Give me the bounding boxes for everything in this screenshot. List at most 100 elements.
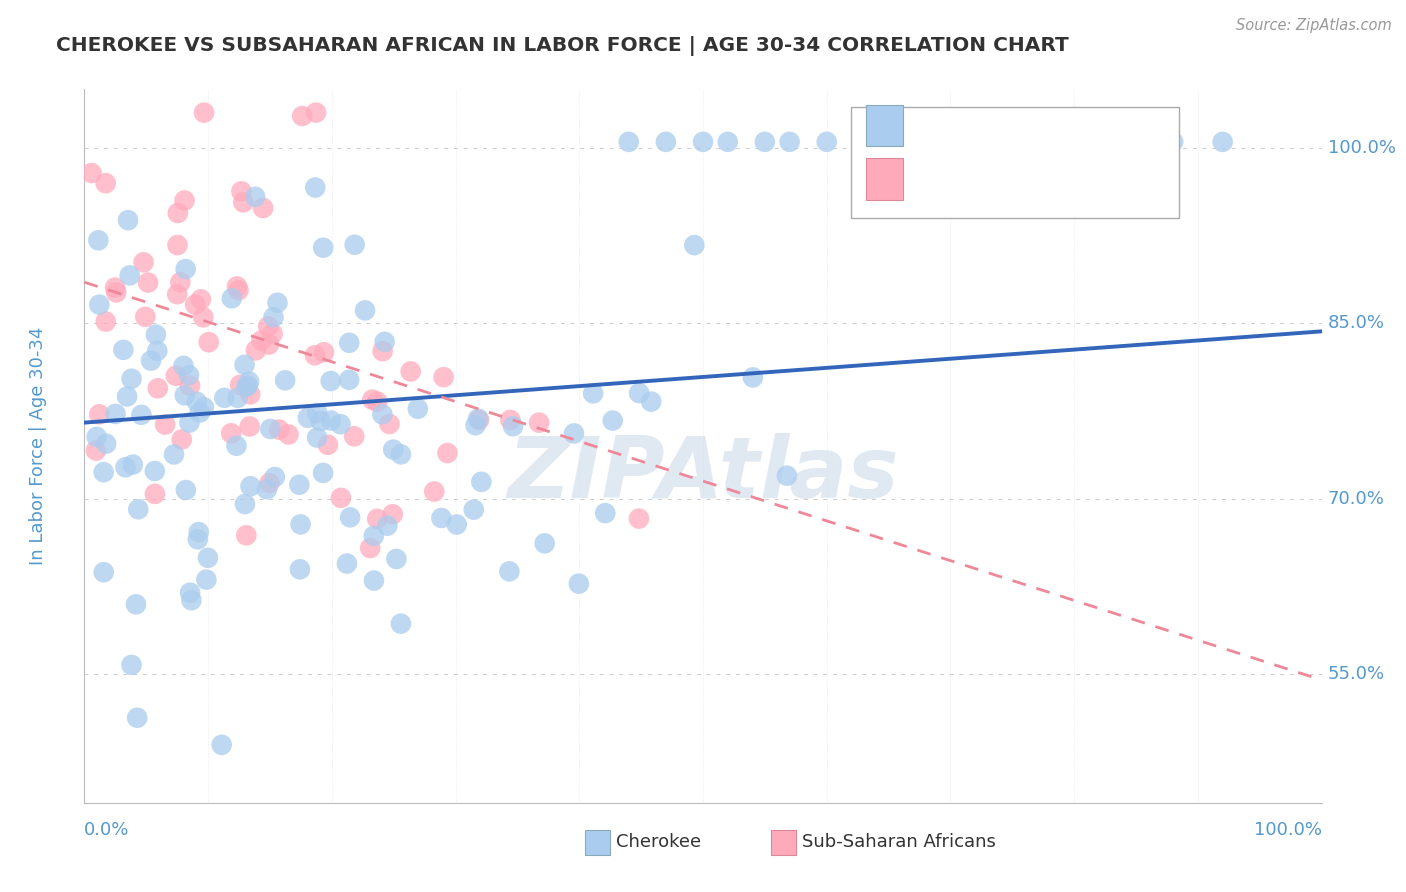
Point [776,468,799,483]
Point [655,135,678,149]
Point [1001,135,1024,149]
Text: N =: N = [1039,170,1080,188]
Point [288,477,311,491]
Point [143,487,166,501]
Point [121,458,143,472]
Point [568,576,591,591]
Point [214,391,236,405]
Point [640,394,662,409]
Point [274,373,297,387]
Point [378,417,401,431]
Text: 66: 66 [1091,169,1119,188]
Point [105,285,128,300]
Point [304,180,326,194]
Point [307,406,329,420]
Point [233,497,256,511]
Point [177,368,200,383]
Point [84,443,107,458]
Point [527,416,550,430]
Point [267,423,290,437]
Point [232,195,254,210]
Point [288,562,311,576]
Point [173,359,195,373]
Point [343,429,366,443]
Bar [585,830,610,855]
Point [336,557,359,571]
Point [121,372,143,386]
Point [312,241,335,255]
Point [163,447,186,461]
Point [423,484,446,499]
Point [692,135,714,149]
Text: Sub-Saharan Africans: Sub-Saharan Africans [801,833,995,851]
Point [259,476,281,491]
Point [343,237,366,252]
Text: In Labor Force | Age 30-34: In Labor Force | Age 30-34 [30,326,48,566]
Point [146,381,169,395]
Point [179,378,201,392]
Point [741,370,763,384]
Point [291,109,314,123]
Point [337,335,360,350]
Point [235,528,257,542]
Point [329,491,352,505]
Point [94,176,117,190]
Point [187,525,209,540]
Point [263,470,285,484]
Point [602,414,624,428]
Point [225,439,247,453]
Point [187,533,209,547]
Point [470,475,492,489]
Point [89,298,111,312]
Point [593,506,616,520]
Point [221,291,243,305]
Point [683,238,706,252]
Point [114,460,136,475]
Point [877,135,900,149]
Point [965,135,987,149]
Point [382,442,405,457]
FancyBboxPatch shape [852,107,1180,218]
Point [127,502,149,516]
Text: 119: 119 [1091,116,1132,135]
Point [118,268,141,283]
Point [179,585,201,599]
Point [366,512,388,526]
Point [166,287,188,301]
Text: R =: R = [918,117,957,135]
Point [186,394,208,409]
Point [316,438,339,452]
Point [430,511,453,525]
Bar [866,105,904,146]
Point [87,233,110,247]
Point [80,166,103,180]
Point [467,411,489,425]
Text: 55.0%: 55.0% [1327,665,1385,683]
Point [193,105,215,120]
Point [243,190,266,204]
Point [174,483,197,497]
Point [180,593,202,607]
Point [371,344,394,359]
Point [385,552,408,566]
Point [125,597,148,611]
Point [131,408,153,422]
Point [112,343,135,357]
Point [304,348,326,362]
Point [211,738,233,752]
Point [363,529,385,543]
Point [145,327,167,342]
Point [132,255,155,269]
Point [307,431,329,445]
Text: Cherokee: Cherokee [616,833,702,851]
Point [319,413,342,427]
Point [432,370,454,384]
Point [381,508,404,522]
Point [166,206,188,220]
Point [377,518,399,533]
Bar [866,159,904,200]
Point [366,394,388,409]
Point [305,105,328,120]
Point [297,410,319,425]
Point [312,345,335,359]
